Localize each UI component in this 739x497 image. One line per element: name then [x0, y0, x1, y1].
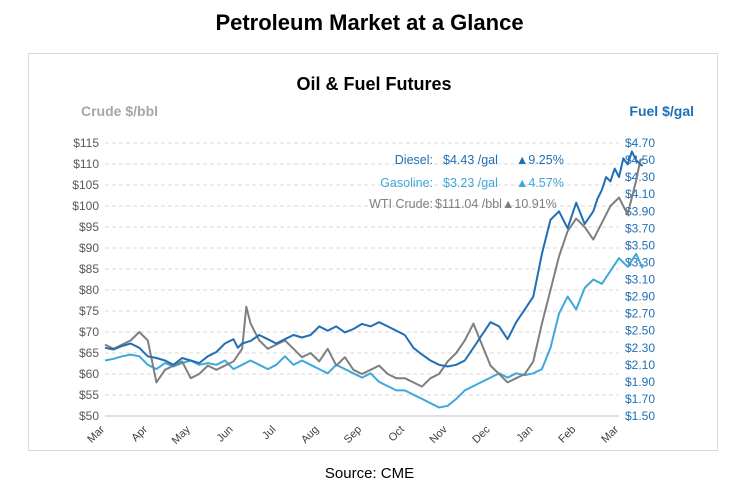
left-axis-ticks: $50 $55 $60 $65 $70 $75 $80 $85 $90 $95 $100 $105 $1… — [72, 136, 99, 423]
left-tick-label: $70 — [79, 325, 99, 339]
right-tick-label: $2.30 — [625, 341, 655, 355]
left-axis-label: Crude $/bbl — [81, 103, 158, 119]
x-tick-label: Mar — [599, 423, 621, 445]
right-tick-label: $1.90 — [625, 375, 655, 389]
left-tick-label: $50 — [79, 409, 99, 423]
page-title: Petroleum Market at a Glance — [215, 10, 524, 35]
legend-value: $3.23 /gal — [443, 176, 498, 190]
left-tick-label: $115 — [73, 136, 99, 150]
x-tick-label: Jun — [215, 424, 236, 445]
series-diesel-line — [104, 150, 644, 368]
legend-change: ▲10.91% — [502, 197, 557, 211]
legend-change: ▲9.25% — [516, 153, 564, 167]
x-tick-label: Jan — [514, 424, 535, 445]
oil-fuel-futures-chart: Oil & Fuel Futures Crude $/bbl Fuel $/ga… — [72, 74, 694, 447]
right-tick-label: $2.50 — [625, 324, 655, 338]
x-tick-label: Oct — [386, 424, 407, 445]
right-tick-label: $3.70 — [625, 221, 655, 235]
left-tick-label: $80 — [79, 283, 99, 297]
right-axis-label: Fuel $/gal — [629, 103, 694, 119]
left-tick-label: $100 — [72, 199, 99, 213]
left-tick-label: $90 — [79, 241, 99, 255]
left-tick-label: $95 — [79, 220, 99, 234]
chart-title: Oil & Fuel Futures — [296, 74, 451, 94]
left-tick-label: $65 — [79, 346, 99, 360]
x-tick-label: Jul — [260, 424, 278, 442]
x-tick-label: Apr — [129, 423, 150, 444]
series-wti-crude-line — [104, 158, 643, 388]
series-lines — [104, 150, 644, 409]
right-tick-label: $3.50 — [625, 238, 655, 252]
source-note: Source: CME — [324, 465, 415, 482]
x-tick-label: Mar — [85, 423, 107, 445]
x-tick-label: Sep — [342, 424, 364, 446]
right-axis-ticks: $1.50 $1.70 $1.90 $2.10 $2.30 $2.50 $2.70 $2.90… — [625, 136, 655, 423]
left-tick-label: $55 — [79, 388, 99, 402]
right-tick-label: $4.30 — [625, 170, 655, 184]
right-tick-label: $1.70 — [625, 392, 655, 406]
legend-label: Diesel: — [395, 153, 433, 167]
x-tick-label: Nov — [427, 423, 450, 446]
left-tick-label: $105 — [72, 178, 99, 192]
legend-change: ▲4.57% — [516, 176, 564, 190]
x-axis-ticks: Mar Apr May Jun Jul Aug Sep Oct Nov Dec Jan Feb Mar — [85, 423, 621, 447]
legend: Diesel: $4.43 /gal ▲9.25% Gasoline: $3.23 /g… — [369, 153, 564, 211]
x-tick-label: Feb — [556, 424, 578, 446]
right-tick-label: $2.10 — [625, 358, 655, 372]
series-gasoline-line — [104, 252, 644, 409]
right-tick-label: $4.10 — [625, 187, 655, 201]
x-tick-label: May — [170, 423, 194, 447]
x-tick-label: Aug — [299, 424, 321, 446]
x-tick-label: Dec — [470, 423, 493, 446]
legend-value: $4.43 /gal — [443, 153, 498, 167]
right-tick-label: $1.50 — [625, 409, 655, 423]
left-tick-label: $75 — [79, 304, 99, 318]
legend-label: WTI Crude: — [369, 197, 433, 211]
right-tick-label: $4.70 — [625, 136, 655, 150]
right-tick-label: $2.90 — [625, 290, 655, 304]
chart-panel: Oil & Fuel Futures Crude $/bbl Fuel $/ga… — [28, 53, 718, 451]
left-tick-label: $85 — [79, 262, 99, 276]
right-tick-label: $2.70 — [625, 307, 655, 321]
left-tick-label: $110 — [73, 157, 99, 171]
legend-value: $111.04 /bbl — [435, 197, 502, 211]
legend-label: Gasoline: — [380, 176, 433, 190]
gridlines — [105, 142, 619, 417]
left-tick-label: $60 — [79, 367, 99, 381]
right-tick-label: $3.90 — [625, 204, 655, 218]
right-tick-label: $3.10 — [625, 273, 655, 287]
